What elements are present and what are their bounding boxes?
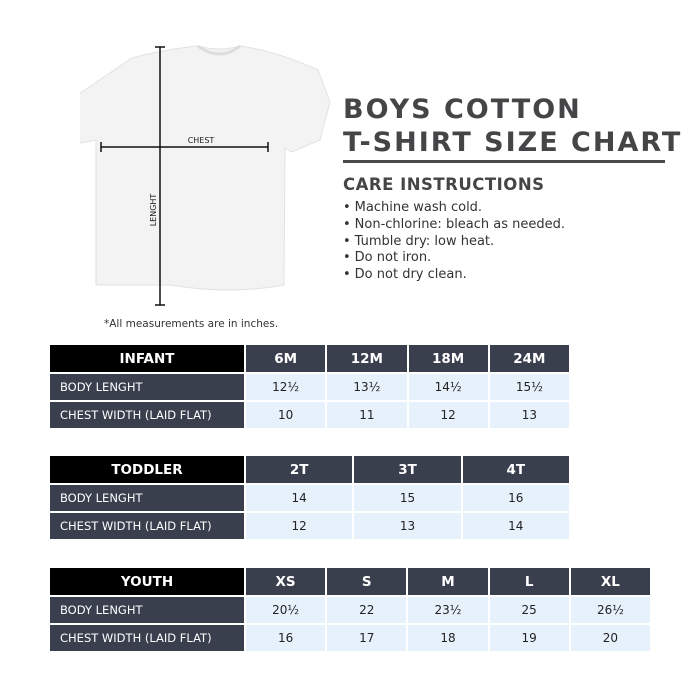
table-cell: 23½ bbox=[408, 597, 488, 623]
table-cell: 13 bbox=[489, 402, 569, 428]
measurement-note: *All measurements are in inches. bbox=[104, 318, 279, 330]
category-header: INFANT bbox=[50, 345, 244, 372]
category-header: YOUTH bbox=[50, 568, 244, 595]
table-cell: 13½ bbox=[327, 374, 407, 400]
length-label: LENGHT bbox=[149, 194, 158, 227]
size-header: 3T bbox=[354, 456, 461, 483]
table-cell: 16 bbox=[246, 625, 326, 651]
table-cell: 16 bbox=[462, 485, 569, 511]
table-cell: 18 bbox=[408, 625, 488, 651]
row-label: CHEST WIDTH (LAID FLAT) bbox=[50, 513, 244, 539]
page-title-line1: BOYS COTTON bbox=[343, 94, 582, 125]
table-cell: 25 bbox=[489, 597, 569, 623]
table-cell: 14 bbox=[462, 513, 569, 539]
size-header: 6M bbox=[246, 345, 326, 372]
care-item: Do not dry clean. bbox=[343, 267, 565, 284]
care-list: Machine wash cold. Non-chlorine: bleach … bbox=[343, 200, 565, 284]
table-cell: 22 bbox=[327, 597, 407, 623]
table-cell: 12½ bbox=[246, 374, 326, 400]
page-title-line2: T-SHIRT SIZE CHART bbox=[343, 127, 683, 158]
table-cell: 15 bbox=[354, 485, 461, 511]
row-label: BODY LENGHT bbox=[50, 597, 244, 623]
table-cell: 15½ bbox=[489, 374, 569, 400]
table-cell: 19 bbox=[489, 625, 569, 651]
table-cell: 14½ bbox=[408, 374, 488, 400]
table-cell: 12 bbox=[408, 402, 488, 428]
table-cell: 14 bbox=[246, 485, 353, 511]
row-label: CHEST WIDTH (LAID FLAT) bbox=[50, 625, 244, 651]
row-label: BODY LENGHT bbox=[50, 485, 244, 511]
size-header: M bbox=[408, 568, 488, 595]
title-divider bbox=[343, 160, 665, 163]
size-header: 4T bbox=[462, 456, 569, 483]
size-header: L bbox=[489, 568, 569, 595]
care-item: Do not iron. bbox=[343, 250, 565, 267]
tshirt-diagram: CHEST LENGHT bbox=[80, 44, 331, 306]
table-cell: 17 bbox=[327, 625, 407, 651]
size-header: 24M bbox=[489, 345, 569, 372]
table-cell: 13 bbox=[354, 513, 461, 539]
size-header: 18M bbox=[408, 345, 488, 372]
table-cell: 12 bbox=[246, 513, 353, 539]
size-header: XS bbox=[246, 568, 326, 595]
care-item: Machine wash cold. bbox=[343, 200, 565, 217]
care-item: Non-chlorine: bleach as needed. bbox=[343, 217, 565, 234]
care-item: Tumble dry: low heat. bbox=[343, 234, 565, 251]
row-label: BODY LENGHT bbox=[50, 374, 244, 400]
row-label: CHEST WIDTH (LAID FLAT) bbox=[50, 402, 244, 428]
chest-label: CHEST bbox=[188, 136, 215, 145]
care-heading: CARE INSTRUCTIONS bbox=[343, 175, 545, 194]
size-header: XL bbox=[570, 568, 650, 595]
size-header: S bbox=[327, 568, 407, 595]
table-cell: 10 bbox=[246, 402, 326, 428]
table-cell: 20½ bbox=[246, 597, 326, 623]
category-header: TODDLER bbox=[50, 456, 244, 483]
table-cell: 20 bbox=[570, 625, 650, 651]
size-header: 2T bbox=[246, 456, 353, 483]
size-header: 12M bbox=[327, 345, 407, 372]
table-cell: 26½ bbox=[570, 597, 650, 623]
tshirt-image bbox=[80, 45, 331, 291]
table-cell: 11 bbox=[327, 402, 407, 428]
